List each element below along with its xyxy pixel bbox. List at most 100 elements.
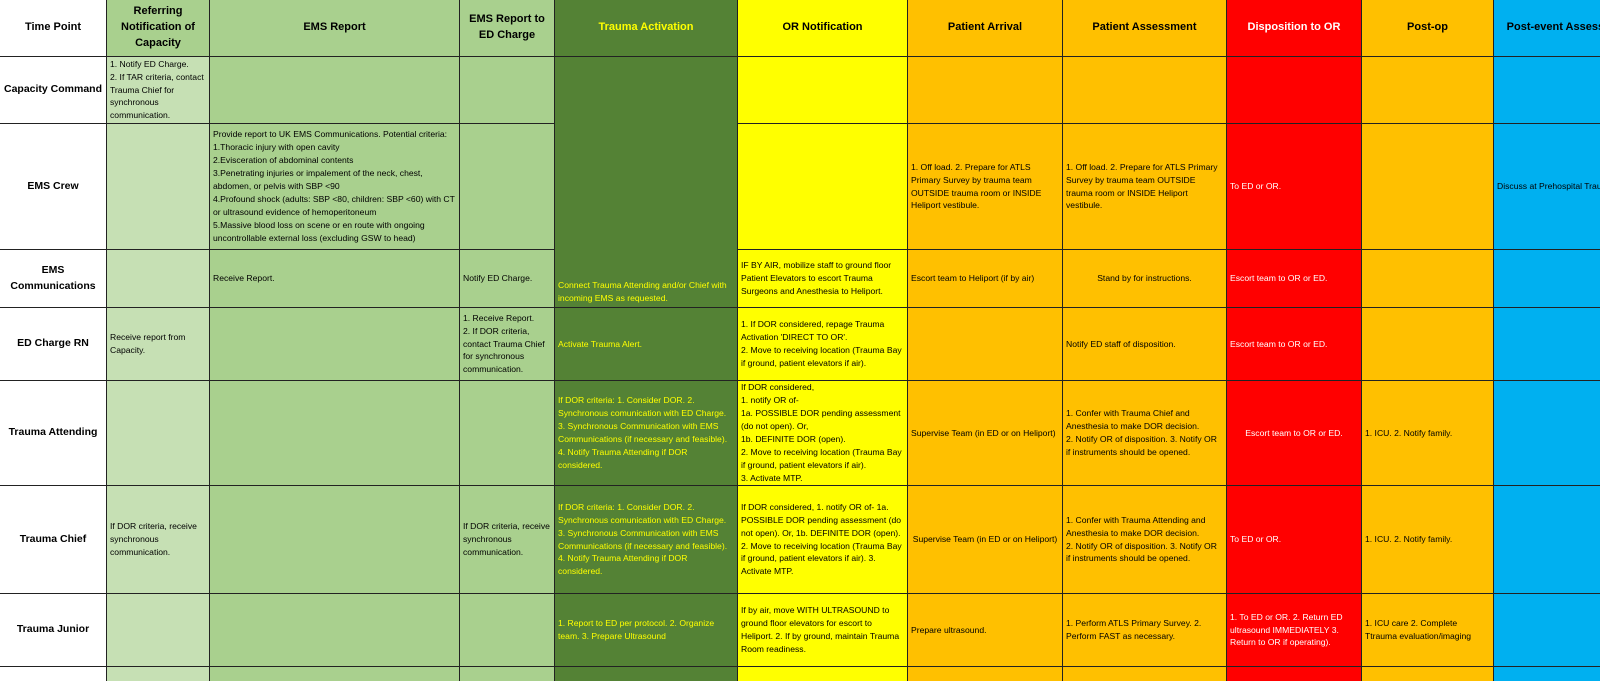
table-cell: [460, 57, 555, 124]
cell-text: Trauma Activation: [598, 21, 694, 34]
table-cell: 1. ICU. 2. Notify family.: [1362, 486, 1494, 594]
cell-text: 1. ICU. 2. Notify family.: [1365, 427, 1453, 438]
blank-cell: [1494, 667, 1600, 681]
table-cell: Escort team to OR or ED.: [1227, 308, 1362, 381]
table-cell: [1494, 486, 1600, 594]
row-label: Trauma Chief: [0, 486, 107, 594]
cell-text: Supervise Team (in ED or on Heliport): [912, 534, 1058, 545]
table-cell: If by air, move WITH ULTRASOUND to groun…: [738, 594, 908, 667]
cell-text: Provide report to UK EMS Communications.…: [213, 129, 455, 243]
cell-text: If by air, move WITH ULTRASOUND to groun…: [741, 605, 900, 654]
table-cell: Stand by for instructions.: [1063, 250, 1227, 308]
cell-text: EMS Report: [303, 21, 366, 34]
cell-text: ED Charge RN: [17, 337, 89, 350]
cell-text: If DOR criteria: 1. Consider DOR. 2. Syn…: [558, 395, 728, 470]
column-header: Trauma Activation: [555, 0, 738, 57]
table-cell: [107, 381, 210, 486]
cell-text: Escort team to OR or ED.: [1230, 273, 1328, 284]
column-header: Disposition to OR: [1227, 0, 1362, 57]
table-cell: [107, 250, 210, 308]
table-cell: [210, 57, 460, 124]
cell-text: OR Notification: [782, 21, 863, 34]
table-cell: [555, 57, 738, 124]
table-cell: Connect Trauma Attending and/or Chief wi…: [555, 250, 738, 308]
table-cell: If DOR considered, 1. notify OR of- 1a. …: [738, 486, 908, 594]
row-label: EMS Communications: [0, 250, 107, 308]
column-header: OR Notification: [738, 0, 908, 57]
cell-text: EMS Crew: [27, 179, 79, 192]
cell-text: Supervise Team (in ED or on Heliport): [911, 427, 1056, 438]
cell-text: 1. If DOR considered, repage Trauma Acti…: [741, 319, 902, 368]
table-cell: 1. To ED or OR. 2. Return ED ultrasound …: [1227, 594, 1362, 667]
table-cell: [908, 57, 1063, 124]
cell-text: Patient Arrival: [947, 21, 1023, 34]
table-cell: Supervise Team (in ED or on Heliport): [908, 486, 1063, 594]
cell-text: 1. Confer with Trauma Chief and Anesthes…: [1066, 408, 1217, 457]
table-cell: [1494, 250, 1600, 308]
table-cell: [1362, 57, 1494, 124]
table-cell: Receive report from Capacity.: [107, 308, 210, 381]
column-header: Time Point: [0, 0, 107, 57]
cell-text: 1. ICU. 2. Notify family.: [1365, 534, 1453, 545]
row-label: ED Charge RN: [0, 308, 107, 381]
cell-text: Capacity Command: [3, 83, 103, 96]
row-label: EMS Crew: [0, 124, 107, 250]
table-cell: [210, 381, 460, 486]
table-cell: 1. Notify ED Charge. 2. If TAR criteria,…: [107, 57, 210, 124]
table-cell: 1. Confer with Trauma Attending and Anes…: [1063, 486, 1227, 594]
table-cell: Prepare ultrasound.: [908, 594, 1063, 667]
cell-text: 1. Report to ED per protocol. 2. Organiz…: [558, 618, 715, 641]
cell-text: Trauma Junior: [16, 623, 90, 636]
cell-text: If DOR criteria: 1. Consider DOR. 2. Syn…: [558, 501, 728, 577]
column-header: Post-op: [1362, 0, 1494, 57]
table-cell: [1494, 381, 1600, 486]
column-header: Post-event Assessment: [1494, 0, 1600, 57]
table-cell: [460, 381, 555, 486]
table-cell: [460, 594, 555, 667]
table-cell: If DOR criteria, receive synchronous com…: [107, 486, 210, 594]
cell-text: Activate Trauma Alert.: [558, 338, 643, 349]
table-cell: [738, 124, 908, 250]
table-cell: [1494, 57, 1600, 124]
blank-cell: [555, 667, 738, 681]
table-cell: Notify ED Charge.: [460, 250, 555, 308]
table-cell: [1063, 57, 1227, 124]
table-cell: 1. ICU care 2. Complete Ttrauma evaluati…: [1362, 594, 1494, 667]
cell-text: Disposition to OR: [1247, 21, 1341, 34]
table-cell: IF BY AIR, mobilize staff to ground floo…: [738, 250, 908, 308]
cell-text: 1. To ED or OR. 2. Return ED ultrasound …: [1230, 611, 1343, 648]
column-header: Patient Arrival: [908, 0, 1063, 57]
table-cell: 1. Receive Report. 2. If DOR criteria, c…: [460, 308, 555, 381]
cell-text: Receive Report.: [213, 273, 275, 284]
table-cell: 1. Off load. 2. Prepare for ATLS Primary…: [908, 124, 1063, 250]
table-cell: [210, 594, 460, 667]
cell-text: If DOR criteria, receive synchronous com…: [463, 521, 550, 557]
blank-cell: [210, 667, 460, 681]
cell-text: Patient Assessment: [1092, 21, 1197, 34]
table-cell: Escort team to Heliport (if by air): [908, 250, 1063, 308]
table-cell: Escort team to OR or ED.: [1227, 250, 1362, 308]
table-cell: Activate Trauma Alert.: [555, 308, 738, 381]
cell-text: Receive report from Capacity.: [110, 332, 186, 355]
table-cell: To ED or OR.: [1227, 124, 1362, 250]
table-cell: If DOR criteria: 1. Consider DOR. 2. Syn…: [555, 381, 738, 486]
cell-text: 1. Perform ATLS Primary Survey. 2. Perfo…: [1066, 618, 1202, 641]
row-label: Trauma Attending: [0, 381, 107, 486]
cell-text: Post-op: [1407, 21, 1448, 34]
cell-text: Escort team to OR or ED.: [1230, 338, 1328, 349]
table-cell: [738, 57, 908, 124]
blank-cell: [1063, 667, 1227, 681]
cell-text: Stand by for instructions.: [1097, 273, 1192, 284]
table-cell: If DOR criteria, receive synchronous com…: [460, 486, 555, 594]
table-cell: 1. ICU. 2. Notify family.: [1362, 381, 1494, 486]
cell-text: Escort team to OR or ED.: [1245, 427, 1343, 438]
cell-text: 1. ICU care 2. Complete Ttrauma evaluati…: [1365, 618, 1472, 641]
blank-cell: [1227, 667, 1362, 681]
column-header: Patient Assessment: [1063, 0, 1227, 57]
blank-cell: [1362, 667, 1494, 681]
column-header: EMS Report to ED Charge: [460, 0, 555, 57]
table-cell: Escort team to OR or ED.: [1227, 381, 1362, 486]
cell-text: 1. Receive Report. 2. If DOR criteria, c…: [463, 312, 545, 375]
table-cell: Provide report to UK EMS Communications.…: [210, 124, 460, 250]
